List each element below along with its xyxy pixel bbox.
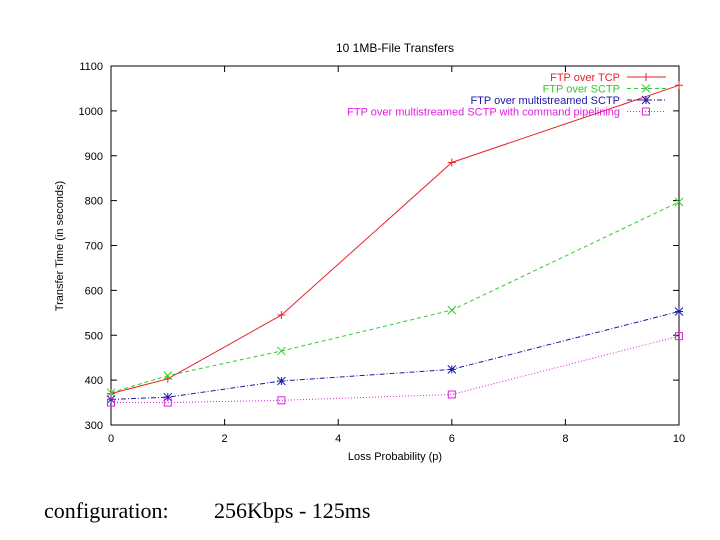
legend-label: FTP over SCTP — [543, 84, 620, 96]
legend-entry: FTP over SCTP — [543, 84, 666, 96]
series-line — [110, 311, 680, 400]
data-point — [674, 197, 684, 207]
x-tick-label: 6 — [449, 433, 455, 445]
series-layer — [106, 81, 684, 407]
data-point — [277, 311, 286, 320]
data-point — [277, 346, 286, 356]
x-tick-label: 2 — [222, 433, 228, 445]
series-line — [110, 84, 680, 395]
axis-ticks: 300 400 500 600 700 800 900 1000 1100 0 2 4 6 8 10 — [79, 61, 686, 445]
x-axis-label: Loss Probability (p) — [348, 451, 442, 463]
y-tick-label: 400 — [85, 375, 103, 387]
y-tick-label: 600 — [85, 285, 103, 297]
data-point — [447, 365, 457, 374]
series-line — [110, 201, 680, 394]
data-point — [642, 73, 650, 81]
y-tick-label: 300 — [85, 420, 103, 432]
x-tick-label: 0 — [108, 433, 114, 445]
series-3 — [106, 307, 684, 404]
data-point — [641, 95, 651, 105]
data-point — [674, 307, 684, 316]
legend-entry: FTP over TCP — [550, 72, 666, 84]
y-axis-label: Transfer Time (in seconds) — [54, 181, 66, 311]
data-point — [107, 398, 115, 407]
y-tick-label: 1000 — [79, 106, 103, 118]
x-tick-label: 8 — [562, 433, 568, 445]
legend-entry: FTP over multistreamed SCTP — [470, 95, 666, 107]
data-point — [163, 371, 173, 380]
legend-entry: FTP over multistreamed SCTP with command… — [347, 107, 666, 119]
caption-label: configuration: — [44, 498, 169, 523]
y-tick-label: 700 — [85, 241, 103, 253]
data-point — [106, 388, 116, 398]
x-tick-label: 10 — [673, 433, 685, 445]
series-2 — [106, 197, 684, 398]
y-tick-label: 800 — [85, 196, 103, 208]
x-tick-label: 4 — [335, 433, 341, 445]
data-point — [642, 107, 650, 116]
caption-value: 256Kbps - 125ms — [214, 498, 371, 523]
data-point — [277, 396, 286, 405]
data-point — [163, 392, 173, 402]
data-point — [163, 398, 172, 407]
y-tick-label: 500 — [85, 330, 103, 342]
data-point — [277, 376, 286, 386]
data-point — [447, 305, 457, 315]
y-tick-label: 1100 — [79, 61, 103, 73]
series-line — [111, 335, 680, 404]
series-4 — [107, 332, 683, 407]
plot-frame — [110, 65, 680, 426]
data-point — [641, 84, 651, 93]
data-point — [447, 390, 456, 399]
data-point — [447, 158, 456, 167]
line-chart: 10 1MB-File Transfers 300 400 500 600 700 800… — [54, 41, 686, 463]
chart-title: 10 1MB-File Transfers — [336, 41, 454, 55]
legend-label: FTP over multistreamed SCTP — [470, 95, 620, 107]
data-point — [675, 332, 683, 341]
series-1 — [107, 81, 683, 398]
data-point — [675, 81, 683, 90]
legend-label: FTP over TCP — [550, 72, 620, 84]
y-tick-label: 900 — [85, 151, 103, 163]
legend-label: FTP over multistreamed SCTP with command… — [347, 107, 620, 119]
